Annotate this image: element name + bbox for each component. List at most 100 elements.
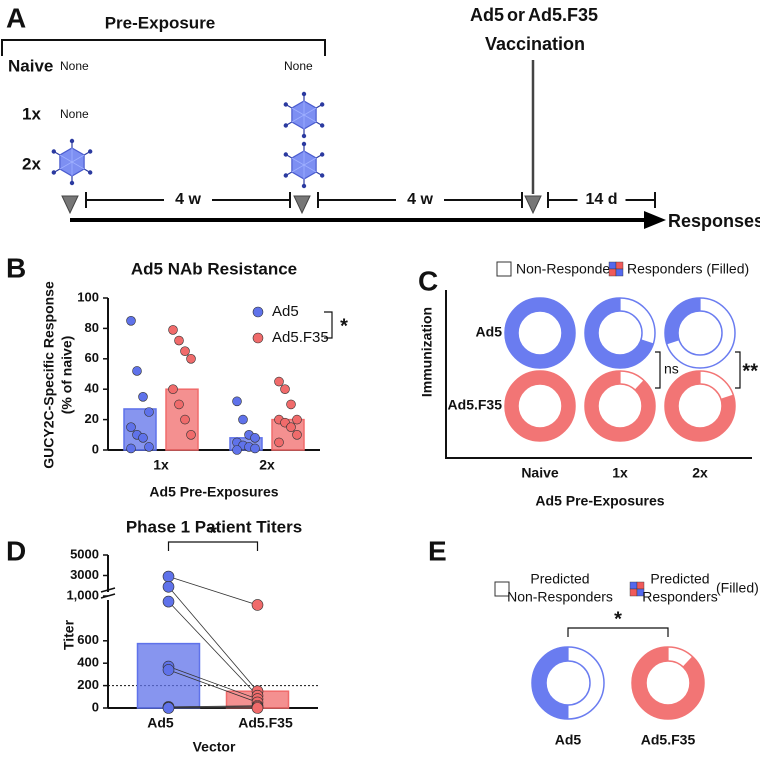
y-axis-label: (% of naive) <box>59 336 75 415</box>
significance-bracket <box>655 351 661 389</box>
data-point <box>168 325 178 335</box>
significance-label: * <box>209 522 217 544</box>
x-tick-label: 2x <box>259 457 275 473</box>
data-point <box>186 353 196 364</box>
legend-label: Non-Responders <box>516 261 622 277</box>
chart-title: Phase 1 Patient Titers <box>126 517 302 536</box>
legend-swatch <box>608 261 617 270</box>
y-tick-label: 400 <box>77 655 99 670</box>
pair-line <box>168 586 258 692</box>
data-point <box>232 396 242 407</box>
x-tick-label: Ad5.F35 <box>641 732 696 748</box>
vaccine-label: Ad5.F35 <box>528 5 598 25</box>
data-point <box>292 429 302 440</box>
row-label: Ad5 <box>476 324 503 340</box>
y-tick-label: 3000 <box>70 567 99 582</box>
pair-line <box>168 669 258 703</box>
x-tick-label: Ad5 <box>147 715 174 731</box>
legend-label: Non-Responders <box>507 589 613 605</box>
legend-swatch <box>615 268 624 277</box>
axis-line <box>445 290 752 459</box>
y-tick-label: 80 <box>85 320 99 335</box>
none-label: None <box>60 59 89 73</box>
legend-swatch <box>636 588 645 597</box>
interval-label: 4 w <box>175 191 201 208</box>
significance-label: ns <box>664 361 679 377</box>
legend-label: Predicted <box>650 571 709 587</box>
y-tick-label: 600 <box>77 632 99 647</box>
legend-swatch <box>494 581 510 597</box>
virus-knob <box>283 102 289 107</box>
donut-hole <box>597 310 643 356</box>
virus-facet <box>291 114 305 123</box>
legend-swatch <box>629 581 638 590</box>
data-point <box>180 346 190 357</box>
data-point <box>292 414 302 425</box>
virus-knob <box>301 91 307 97</box>
legend-marker <box>252 332 264 344</box>
interval-label: 14 d <box>585 191 617 208</box>
label-bg <box>164 190 212 210</box>
label-bg <box>577 190 626 210</box>
vaccine-label: or <box>507 5 525 25</box>
x-axis-label: Ad5 Pre-Exposures <box>535 493 664 509</box>
x-tick-label: Ad5.F35 <box>238 715 293 731</box>
virus-knob <box>301 133 307 139</box>
x-tick-label: Ad5 <box>555 732 582 748</box>
label-bg <box>396 190 444 210</box>
legend-label: Responders <box>642 589 718 605</box>
data-point <box>132 366 142 376</box>
data-point <box>138 391 148 402</box>
legend-swatch <box>496 261 512 277</box>
virus-knob <box>69 138 75 144</box>
virus-knob <box>283 152 289 157</box>
timepoint-marker <box>61 195 79 215</box>
x-axis-label: Vector <box>193 739 236 755</box>
virus-knob <box>283 173 289 178</box>
virus-knob <box>319 173 325 178</box>
significance-label: * <box>340 315 348 337</box>
data-point <box>162 580 175 593</box>
data-point <box>232 445 242 455</box>
pair-line <box>168 666 258 700</box>
y-tick-label: 0 <box>92 699 99 714</box>
legend-label: (Filled) <box>716 580 759 596</box>
data-point <box>274 437 284 448</box>
data-point <box>274 376 284 387</box>
legend-swatch <box>608 268 617 277</box>
virus-facet <box>71 161 85 170</box>
data-point <box>250 443 260 454</box>
significance-bracket <box>567 627 669 637</box>
none-label: None <box>60 107 89 121</box>
x-axis-label: Ad5 Pre-Exposures <box>149 484 278 500</box>
pair-line <box>168 705 258 708</box>
virus-facet <box>303 114 317 123</box>
virus-facet <box>291 107 305 116</box>
x-tick-label: 1x <box>612 465 628 481</box>
panel-letter: B <box>6 252 26 283</box>
interval-label: 4 w <box>407 191 433 208</box>
virus-knob <box>301 183 307 189</box>
virus-facet <box>291 164 305 173</box>
significance-label: * <box>614 608 622 630</box>
data-point <box>174 399 184 410</box>
virus-knob <box>283 123 289 128</box>
timepoint-marker <box>524 195 542 215</box>
y-tick-label: 40 <box>85 381 99 396</box>
bar <box>136 642 201 709</box>
virus-knob <box>319 152 325 157</box>
data-point <box>144 407 154 417</box>
donut-hole <box>645 660 691 706</box>
virus-facet <box>59 161 73 170</box>
donut-hole <box>517 310 563 356</box>
panel-letter: D <box>6 535 26 566</box>
outcome-label: Responses <box>668 211 760 231</box>
legend-label: Ad5 <box>272 303 299 320</box>
x-tick-label: 2x <box>692 465 708 481</box>
data-point <box>250 433 260 443</box>
virus-knob <box>87 149 93 154</box>
virus-knob <box>319 123 325 128</box>
chart-title: Ad5 NAb Resistance <box>131 259 297 278</box>
event-label: Vaccination <box>485 34 585 54</box>
